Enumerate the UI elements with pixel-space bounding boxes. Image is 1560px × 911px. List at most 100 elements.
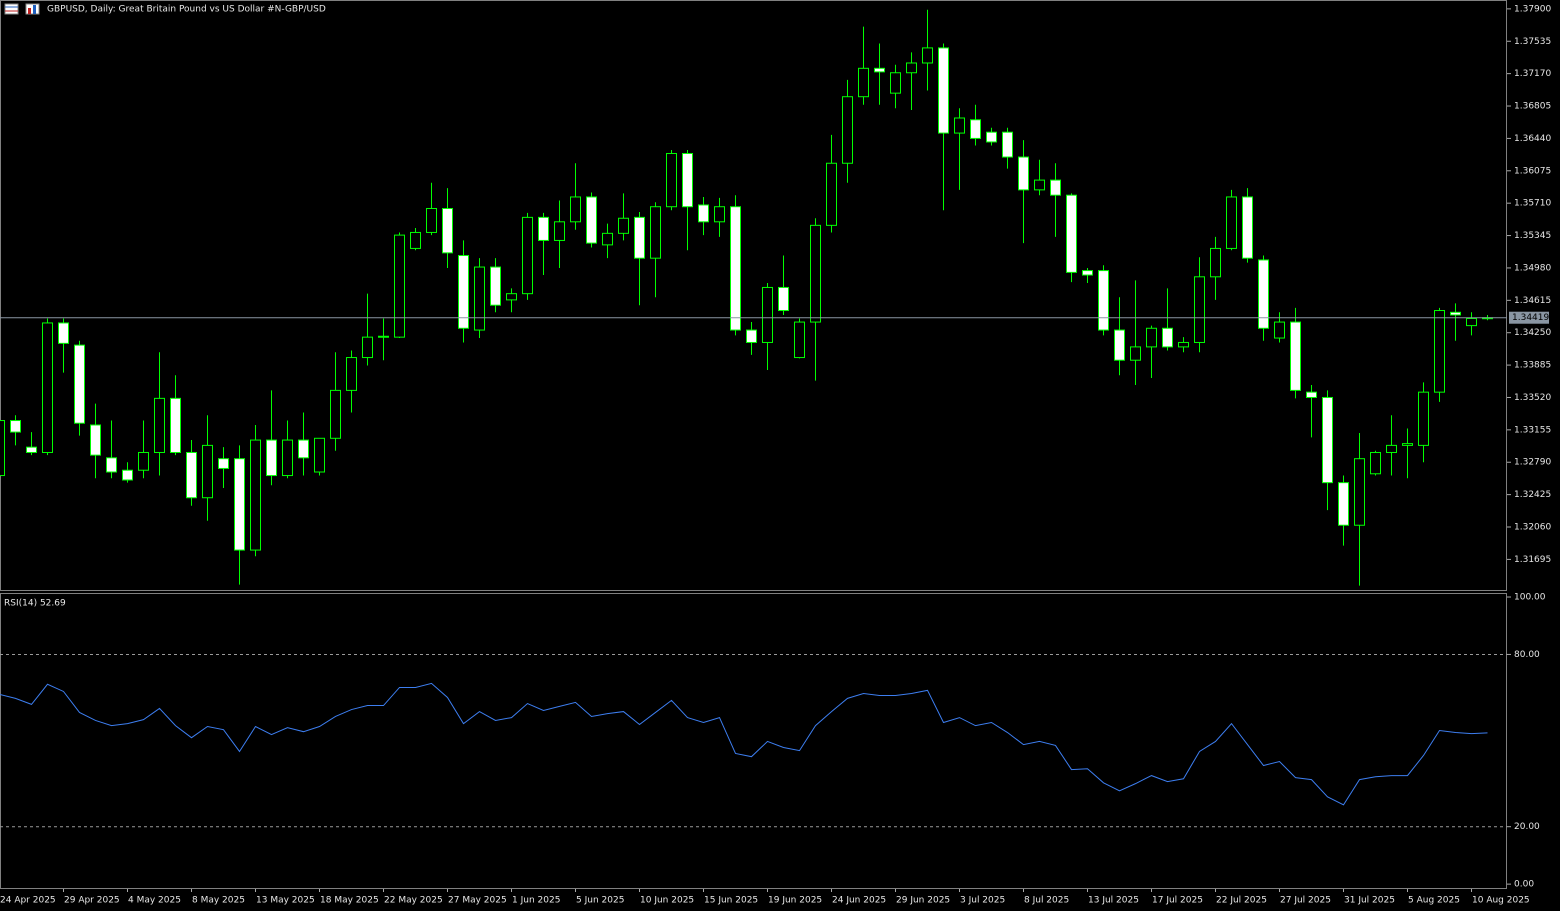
candle-body [906,62,917,74]
rsi-panel-frame [0,593,1507,889]
candle-body [586,196,597,244]
x-tick-label: 4 May 2025 [128,896,181,906]
candle-body [42,322,53,453]
candle-body [90,424,101,456]
candle-body [410,231,421,249]
candle-body [106,457,117,473]
icon-bar [33,5,36,14]
x-tick-label: 24 Jun 2025 [832,896,886,906]
candle-body [970,119,981,139]
x-tick-label: 13 Jul 2025 [1088,896,1139,906]
candle-body [1274,321,1285,339]
y-tick-label: 1.33155 [1514,425,1551,435]
rsi-line [0,682,1488,806]
candle-body [1082,270,1093,276]
y-tick-label: 1.36440 [1514,134,1551,144]
candle-body [1002,131,1013,158]
x-tick-label: 1 Jun 2025 [512,896,560,906]
rsi-title: RSI(14) 52.69 [4,599,66,609]
candle-body [650,206,661,259]
price-panel-frame [0,0,1507,591]
y-tick-label: 1.34615 [1514,296,1551,306]
y-tick-label: 1.32060 [1514,523,1551,533]
icon-bar [28,8,31,14]
candle-body [202,444,213,499]
candle-body [1130,346,1141,361]
candle-body [1114,329,1125,361]
candle-body [1018,156,1029,191]
candle-body [1386,444,1397,453]
candle-body [26,446,37,453]
candle-body [394,234,405,338]
candle-body [538,216,549,241]
candle-body [186,451,197,499]
x-tick-label: 27 May 2025 [448,896,507,906]
x-tick-label: 27 Jul 2025 [1280,896,1331,906]
candle-body [10,420,21,433]
candle-body [314,437,325,473]
candle-body [1034,179,1045,191]
candle-body [762,286,773,343]
icon [4,3,19,15]
candle-body [266,439,277,477]
last-price-box [1509,311,1549,324]
x-tick-label: 24 Apr 2025 [0,896,56,906]
candle-body [1370,451,1381,475]
candle-body [794,321,805,359]
last-price-label: 1.34419 [1512,313,1549,323]
candle-body [1402,443,1413,446]
candle-body [138,451,149,471]
candle-body [1418,391,1429,446]
candle-body [1098,270,1109,331]
candle-body [986,131,997,143]
x-tick-label: 31 Jul 2025 [1344,896,1395,906]
x-tick-label: 10 Aug 2025 [1472,896,1530,906]
candle-body [458,255,469,329]
candle-body [378,335,389,338]
x-tick-label: 18 May 2025 [320,896,379,906]
candle-body [778,286,789,312]
x-tick-label: 22 Jul 2025 [1216,896,1267,906]
candle-body [426,207,437,233]
candle-body [1162,327,1173,348]
candle-body [1210,247,1221,278]
candle-body [602,232,613,246]
x-tick-label: 29 Jun 2025 [896,896,950,906]
candle-body [634,216,645,259]
y-tick-label: 1.36805 [1514,102,1551,112]
candle-body [826,162,837,226]
candle-body [346,357,357,391]
x-tick-label: 5 Jun 2025 [576,896,624,906]
candle-body [1066,194,1077,273]
candle-body [122,469,133,481]
y-tick-label: 1.32790 [1514,458,1551,468]
candle-body [506,293,517,301]
candle-body [298,439,309,459]
candle-body [1242,196,1253,259]
y-tick-label: 1.36075 [1514,166,1551,176]
candle-body [170,397,181,453]
y-tick-label: 1.37900 [1514,4,1551,14]
candle-body [666,152,677,208]
candle-body [330,389,341,439]
x-tick-label: 17 Jul 2025 [1152,896,1203,906]
candle-body [1226,196,1237,249]
candle-body [570,196,581,223]
y-tick-label: 1.35710 [1514,199,1551,209]
candle-body [474,266,485,331]
candle-body [810,224,821,323]
icon [25,3,40,15]
candle-body [1290,321,1301,391]
candle-body [250,439,261,551]
x-tick-label: 8 May 2025 [192,896,245,906]
candle-body [1194,276,1205,343]
candle-body [522,216,533,295]
x-tick-label: 29 Apr 2025 [64,896,120,906]
y-tick-label: 1.37170 [1514,69,1551,79]
candle-body [1178,341,1189,348]
candle-body [938,47,949,134]
candle-body [954,117,965,134]
candle-body [74,344,85,424]
y-tick-label: 1.31695 [1514,555,1551,565]
